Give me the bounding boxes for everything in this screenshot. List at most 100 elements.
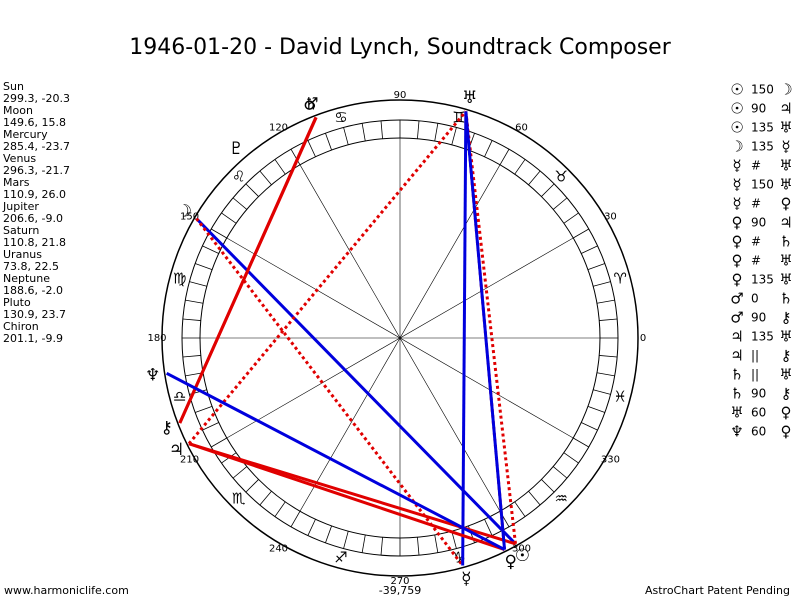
planet-name: Venus [3, 152, 36, 165]
aspect-planet: ♅ [779, 157, 792, 175]
planet-position: 296.3, -21.7 [3, 164, 70, 177]
aspect-line [187, 110, 467, 445]
ring-tick [587, 263, 605, 270]
footer-link[interactable]: www.harmoniclife.com [4, 584, 129, 597]
aspect-planet: ♃ [730, 347, 743, 365]
planet-name: Uranus [3, 248, 42, 261]
aspect-planet: ♀ [732, 214, 743, 232]
aspect-planet: ♀ [732, 233, 743, 251]
aspect-type: # [751, 159, 761, 173]
planet-glyph: ☉ [515, 546, 530, 566]
aspect-planet: ☿ [732, 176, 741, 194]
aspect-type: # [751, 197, 761, 211]
ring-tick [587, 406, 605, 413]
ring-tick [593, 281, 611, 287]
ring-tick [343, 531, 349, 549]
ring-tick [343, 127, 349, 145]
aspect-type: || [751, 368, 759, 382]
planet-position: 73.8, 22.5 [3, 260, 59, 273]
ring-tick [451, 127, 457, 145]
planet-position: 188.6, -2.0 [3, 284, 63, 297]
planet-name: Moon [3, 104, 33, 117]
aspect-planet: ⚷ [781, 309, 792, 327]
ring-tick [593, 389, 611, 395]
planet-name: Neptune [3, 272, 50, 285]
ring-tick [596, 372, 615, 377]
ring-tick [380, 537, 383, 556]
planet-position: 149.6, 15.8 [3, 116, 66, 129]
ring-tick [514, 159, 526, 175]
ring-tick [581, 422, 598, 431]
footer-score: -39,759 [379, 584, 421, 597]
degree-label: 300 [512, 543, 531, 554]
ring-tick [290, 511, 301, 527]
ring-tick [307, 140, 316, 157]
aspect-planet: ♀ [732, 271, 743, 289]
degree-label: 150 [180, 212, 199, 223]
planet-name: Chiron [3, 320, 39, 333]
zodiac-sign: ♍ [173, 269, 186, 287]
planet-glyph: ♄ [304, 94, 319, 114]
aspect-planet: ♅ [779, 119, 792, 137]
ring-tick [211, 437, 227, 448]
planet-glyph: ♀ [505, 552, 517, 572]
ring-tick [380, 120, 383, 139]
ring-tick [451, 531, 457, 549]
ring-tick [599, 355, 618, 358]
zodiac-sign: ♓ [614, 388, 627, 406]
aspect-planet: ♂ [730, 290, 743, 308]
zodiac-sign: ♊ [452, 108, 465, 126]
outer-circle [161, 99, 639, 577]
planet-glyph: ⚷ [161, 418, 173, 438]
aspect-planet: ♀ [781, 404, 792, 422]
aspect-planet: ♄ [730, 366, 743, 384]
ring-tick [563, 452, 579, 464]
aspect-planet: ♃ [730, 328, 743, 346]
ring-tick [274, 501, 286, 517]
ring-tick [290, 149, 301, 165]
degree-label: 60 [515, 123, 528, 134]
ring-tick [563, 212, 579, 224]
ring-tick [528, 490, 541, 506]
degree-label: 30 [604, 212, 617, 223]
ring-tick [274, 159, 286, 175]
aspect-planet: ♃ [779, 214, 792, 232]
zodiac-sign: ♎ [173, 388, 186, 406]
ring-tick [434, 534, 439, 553]
planet-name: Saturn [3, 224, 39, 237]
zodiac-sign: ♌ [232, 167, 245, 185]
aspect-planet: ⚷ [781, 385, 792, 403]
ring-tick [541, 479, 555, 493]
aspect-line [195, 217, 464, 567]
ring-tick [185, 299, 204, 304]
degree-label: 270 [390, 576, 409, 587]
ring-tick [434, 123, 439, 142]
planet-position: 110.9, 26.0 [3, 188, 66, 201]
ring-tick [221, 212, 237, 224]
planet-name: Jupiter [2, 200, 39, 213]
degree-label: 210 [180, 455, 199, 466]
zodiac-sign: ♒ [554, 490, 567, 508]
degree-label: 330 [601, 455, 620, 466]
aspect-planet: ♀ [732, 252, 743, 270]
ring-tick [581, 245, 598, 254]
planet-name: Sun [3, 80, 24, 93]
ring-tick [195, 263, 213, 270]
ring-tick [325, 525, 332, 543]
aspect-planet: ♅ [779, 328, 792, 346]
ring-tick [514, 501, 526, 517]
ring-tick [245, 479, 259, 493]
aspect-planet: ♅ [779, 252, 792, 270]
aspect-planet: ♄ [779, 233, 792, 251]
ring-tick [573, 437, 589, 448]
aspect-planet: ☉ [730, 119, 743, 137]
ring-tick [484, 140, 493, 157]
ring-tick [307, 519, 316, 536]
degree-label: 120 [269, 123, 288, 134]
aspect-line [464, 111, 507, 550]
planet-position: 299.3, -20.3 [3, 92, 70, 105]
ring-tick [361, 123, 366, 142]
planet-position: 201.1, -9.9 [3, 332, 63, 345]
aspect-type: 150 [751, 83, 774, 97]
